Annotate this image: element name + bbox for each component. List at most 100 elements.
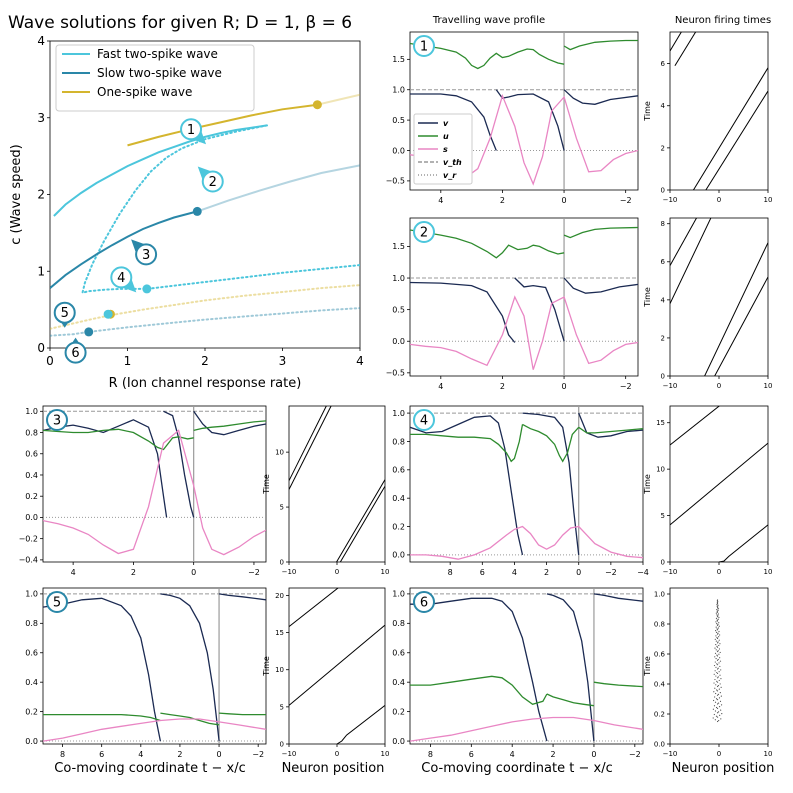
firing-point [715,675,717,677]
firing-point [716,655,719,657]
x-tick-label: 4 [510,750,515,759]
x-tick-label: 10 [764,750,773,758]
firing-line [670,406,721,446]
firing-point [719,657,721,659]
firing-point [715,698,718,700]
firing-point [718,630,720,633]
firing-point [716,681,719,683]
series-v [563,89,638,105]
firing-point [714,701,717,703]
firing-point [718,706,721,708]
firing-point [717,623,719,626]
x-tick-label: 0 [562,382,567,391]
firing-point [713,691,715,693]
y-tick-label: 0.6 [392,466,405,475]
series-line [53,124,268,217]
y-tick-label: 0.8 [25,428,38,437]
firing-point [714,719,716,721]
y-tick-label: 0.6 [654,650,666,658]
firing-point [718,662,720,664]
col-title-profile: Travelling wave profile [432,15,545,26]
firing-point [719,634,721,636]
firing-line [670,32,682,52]
profile-panel-2: 4 2 0 −2 −0.5 0.0 0.5 1.0 1.5 2 [386,217,639,391]
firing-point [716,703,719,705]
firing-point [720,718,722,720]
firing-point [713,713,715,716]
firing-lines [712,599,723,723]
solution-point [84,327,94,337]
profile-curves [410,406,643,562]
firing-point [717,711,720,713]
y-axis-label: Time [643,474,652,495]
y-tick-label: 0.0 [392,337,405,346]
series-v [193,410,266,436]
series-s [410,716,643,742]
x-tick-label: 4 [512,568,517,577]
firing-point [718,671,720,673]
firing-point [718,644,720,647]
firing-lines [289,588,385,744]
series-line [81,124,360,295]
y-tick-label: 0.0 [654,740,665,748]
firing-point [718,636,720,638]
marker-circle [64,341,87,364]
profile-marker-2: 2 [413,221,435,243]
firing-point [717,609,719,612]
y-tick-label: 0.0 [25,737,38,746]
firing-point [715,643,717,646]
firing-line [289,406,327,481]
y-tick-label: 0.8 [25,619,38,628]
x-tick-label: −2 [248,568,260,577]
firing-point [712,708,714,710]
axes-frame [42,587,267,745]
firing-line [692,67,768,190]
y-tick-label: 0.8 [654,620,665,628]
firing-point [720,695,722,697]
series-u [160,712,220,726]
firing-point [718,653,720,655]
series-line [196,164,360,213]
firing-point [717,608,720,610]
series-v [410,415,524,556]
y-tick-label: 0.2 [25,492,38,501]
firing-point [719,714,721,716]
firing-point [718,697,721,699]
series-u [410,424,524,463]
x-tick-label: 6 [99,750,104,759]
y-tick-label: 5 [280,703,284,711]
firing-point [716,720,719,723]
wave-marker-5: 5 [53,301,76,328]
y-tick-label: 0 [37,341,45,355]
y-tick-label: 0.5 [392,116,405,125]
firing-point [715,706,718,709]
marker-circle [110,266,133,289]
series-line [317,93,360,106]
series-v [410,597,548,742]
series-v [163,410,195,518]
series-v [495,89,565,151]
firing-point [715,617,718,619]
legend: Fast two-spike wave Slow two-spike wave On… [55,44,255,112]
marker-circle [135,243,158,266]
y-tick-label: 0.2 [654,710,665,718]
axes-frame [409,587,644,745]
y-tick-label: 0.2 [392,707,405,716]
firing-point [717,613,720,615]
firing-point [716,614,718,616]
profile-curves [43,406,266,562]
firing-point [716,605,718,607]
axes-frame [669,31,769,191]
x-tick-label: 10 [764,382,773,390]
xlabel-firing-left: Neuron position [282,761,385,776]
firing-point [714,638,716,640]
firing-point [716,699,719,701]
y-tick-label: 6 [661,60,666,68]
marker-label: 3 [53,414,61,429]
series-v [43,597,162,742]
bifurcation-curves [50,93,360,337]
legend-frame [413,113,473,185]
firing-point [719,700,722,702]
firing-panel-4: −10 0 10 0 5 10 15 Time [643,405,772,576]
y-tick-label: 15 [275,629,284,637]
